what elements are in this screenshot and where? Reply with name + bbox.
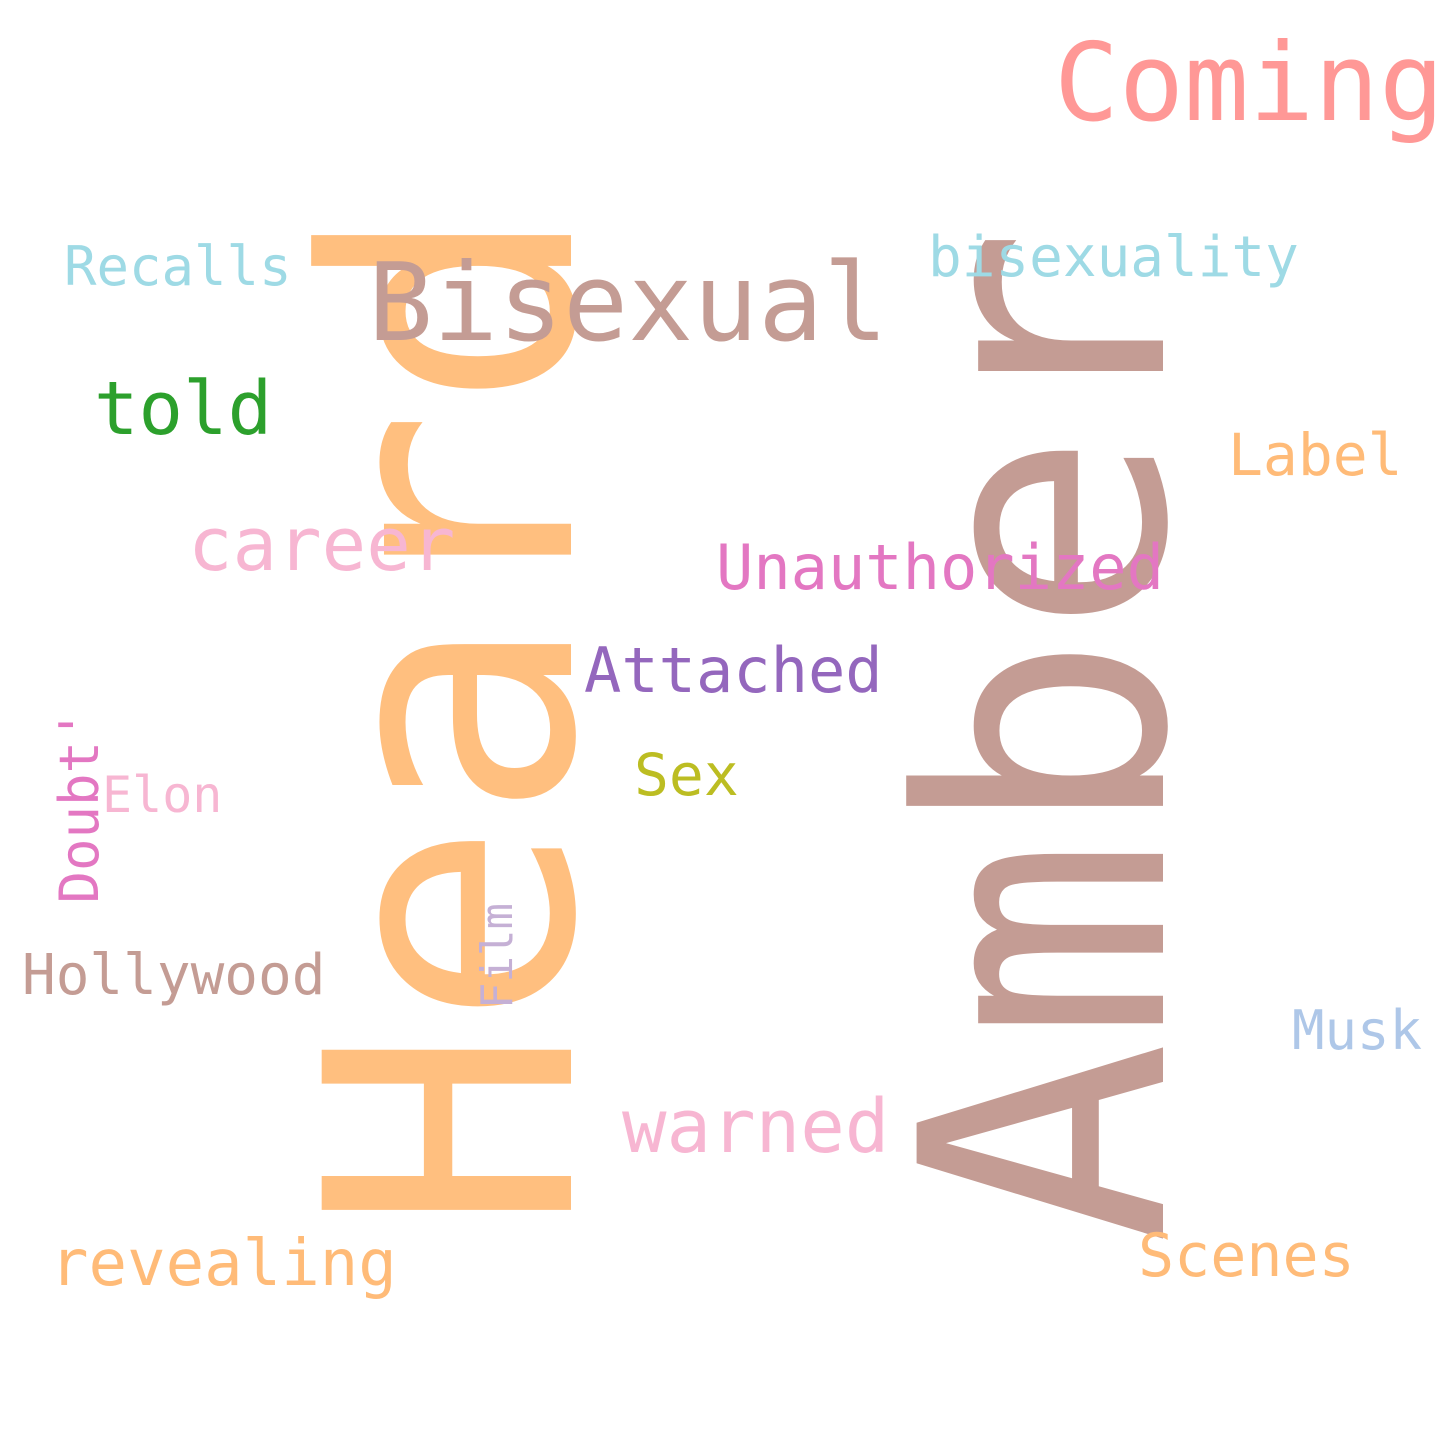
word-doubt: Doubt' xyxy=(48,708,111,904)
word-warned: warned xyxy=(622,1084,890,1170)
word-musk: Musk xyxy=(1292,999,1423,1062)
word-amber: Amber xyxy=(849,227,1243,1245)
word-attached: Attached xyxy=(584,634,883,707)
word-elon: Elon xyxy=(102,766,223,824)
word-film: Film xyxy=(472,903,523,1009)
word-sex: Sex xyxy=(634,741,739,809)
word-revealing: revealing xyxy=(50,1227,397,1301)
word-career: career xyxy=(188,502,456,588)
word-bisexual: Bisexual xyxy=(368,241,889,366)
word-coming: Coming xyxy=(1054,21,1440,146)
word-recalls: Recalls xyxy=(64,235,292,298)
word-told: told xyxy=(94,366,273,452)
word-bisexuality: bisexuality xyxy=(928,225,1299,290)
word-label: Label xyxy=(1228,421,1403,489)
word-hollywood: Hollywood xyxy=(22,943,326,1008)
word-unauthorized: Unauthorized xyxy=(716,531,1164,604)
word-scenes: Scenes xyxy=(1138,1221,1355,1291)
